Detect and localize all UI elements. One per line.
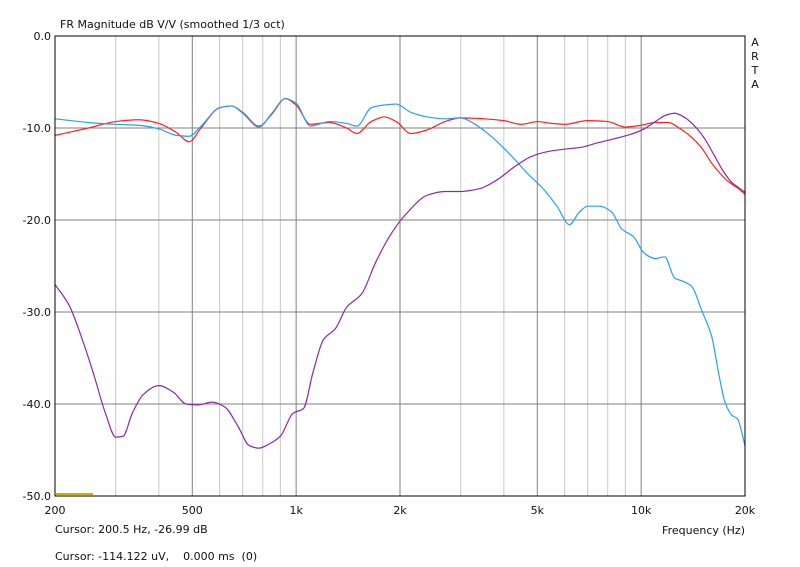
x-tick-label: 1k bbox=[289, 504, 303, 517]
x-tick-label: 200 bbox=[45, 504, 66, 517]
side-label-letter: T bbox=[751, 64, 759, 77]
side-label-letter: A bbox=[751, 78, 759, 91]
grid bbox=[55, 36, 745, 496]
y-tick-label: -40.0 bbox=[23, 398, 51, 411]
side-label-letter: R bbox=[751, 50, 759, 63]
cursor-readout-time: Cursor: -114.122 uV, 0.000 ms (0) bbox=[55, 550, 258, 563]
series-line-2 bbox=[54, 97, 746, 446]
x-axis-label: Frequency (Hz) bbox=[662, 524, 745, 537]
x-tick-label: 20k bbox=[735, 504, 756, 517]
series-line-3 bbox=[54, 112, 746, 449]
y-tick-label: -30.0 bbox=[23, 306, 51, 319]
y-tick-label: 0.0 bbox=[34, 30, 52, 43]
x-tick-labels: 200 500 1k 2k 5k 10k 20k bbox=[45, 504, 756, 517]
x-tick-label: 10k bbox=[631, 504, 652, 517]
chart-title: FR Magnitude dB V/V (smoothed 1/3 oct) bbox=[60, 18, 285, 31]
plot-frame bbox=[54, 35, 746, 497]
series-group bbox=[54, 97, 746, 449]
y-tick-labels: 0.0 -10.0 -20.0 -30.0 -40.0 -50.0 bbox=[23, 30, 51, 503]
x-tick-label: 500 bbox=[182, 504, 203, 517]
y-tick-label: -50.0 bbox=[23, 490, 51, 503]
cursor-readout-frequency: Cursor: 200.5 Hz, -26.99 dB bbox=[55, 523, 208, 536]
x-tick-label: 2k bbox=[393, 504, 407, 517]
y-tick-label: -20.0 bbox=[23, 214, 51, 227]
x-tick-label: 5k bbox=[531, 504, 545, 517]
y-tick-label: -10.0 bbox=[23, 122, 51, 135]
side-label-letter: A bbox=[751, 36, 759, 49]
